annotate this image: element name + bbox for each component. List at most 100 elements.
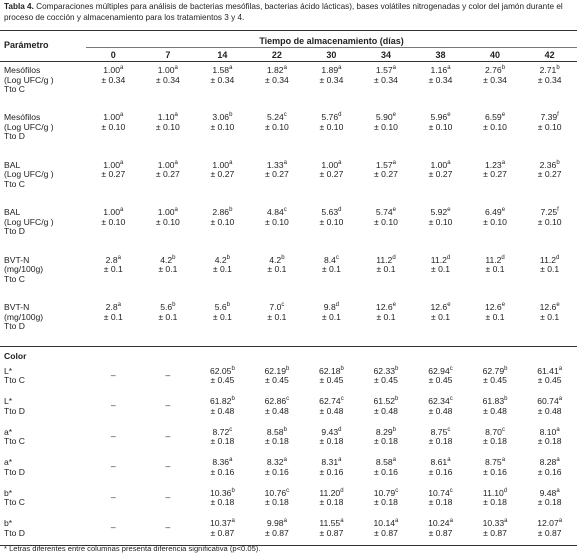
letter: a <box>556 487 560 494</box>
value-line: 62.74c <box>304 396 359 407</box>
letter: c <box>447 426 451 433</box>
value: 5.6 <box>160 302 173 312</box>
value: 1.23 <box>484 159 502 170</box>
letter: a <box>229 457 233 464</box>
value-line: 62.19b <box>250 366 305 377</box>
value-cell: 8.75a ± 0.16 <box>468 454 523 485</box>
param-line: Mesófilos <box>4 65 41 75</box>
value-line: 62.33b <box>359 365 414 377</box>
param-line: BAL <box>4 207 21 217</box>
value-cell: 12.07a ± 0.87 <box>522 515 577 546</box>
value-line: 12.6e <box>522 302 577 313</box>
sd: ± 0.10 <box>210 216 235 227</box>
value: 62.18 <box>319 365 341 376</box>
letter: c <box>501 426 505 433</box>
letter: a <box>174 65 178 72</box>
value-line: 8.72c <box>195 426 250 438</box>
letter: c <box>449 396 453 403</box>
value-cell: 10.74c ± 0.18 <box>413 485 468 516</box>
param-line: (mg/100g) <box>4 264 44 275</box>
letter: c <box>283 207 287 214</box>
value-cell: 1.58a ± 0.34 <box>195 62 250 110</box>
sd: ± 0.45 <box>483 375 507 386</box>
param-line: (Log UFC/g ) <box>4 216 54 227</box>
sd: ± 0.10 <box>155 121 180 132</box>
value-line: 10.24a <box>413 518 468 529</box>
value-line: 5.6b <box>195 302 250 313</box>
empty-mark: – <box>165 461 171 471</box>
value: 2.86 <box>212 207 230 217</box>
value-line: 62.79b <box>468 366 523 377</box>
caption: Tabla 4. Comparaciones múltiples para an… <box>0 0 577 30</box>
value-line: 3.06b <box>195 112 250 123</box>
letter: a <box>120 65 124 72</box>
sd: ± 0.1 <box>321 311 341 322</box>
value: 1.00 <box>157 65 175 75</box>
data-row: BAL (Log UFC/g ) Tto D 1.00a ± 0.10 1.00a ± 0.… <box>0 204 577 252</box>
value-cell: 12.6e ± 0.1 <box>467 299 523 347</box>
value-cell: 1.10a ± 0.10 <box>141 109 196 157</box>
value-cell: 11.20d ± 0.18 <box>304 485 359 516</box>
value-cell: 11.2d ± 0.1 <box>522 252 577 300</box>
value-cell: 8.36a ± 0.16 <box>195 454 250 485</box>
value-line: 8.32a <box>250 457 305 468</box>
table-body: Mesófilos (Log UFC/g ) Tto C 1.00a ± 0.34 1.0… <box>0 62 577 546</box>
sd: ± 0.45 <box>264 375 289 386</box>
value-cell: 10.37a ± 0.87 <box>195 515 250 546</box>
day-header: 34 <box>358 47 414 62</box>
letter: d <box>503 487 508 494</box>
letter: c <box>449 487 453 494</box>
letter: a <box>392 159 396 166</box>
sd: ± 0.48 <box>264 405 289 416</box>
sd: ± 0.45 <box>428 375 453 386</box>
letter: a <box>338 65 342 72</box>
value-cell: – <box>86 393 141 424</box>
letter: b <box>172 302 176 309</box>
letter: c <box>229 426 233 433</box>
value-line: 1.23a <box>468 159 523 171</box>
value-line: 2.8a <box>86 255 141 266</box>
value-cell: 10.24a ± 0.87 <box>413 515 468 546</box>
letter: a <box>338 159 342 166</box>
letter: b <box>231 365 235 372</box>
caption-text: Comparaciones múltiples para análisis de… <box>4 2 563 22</box>
value-line: 62.05b <box>195 365 250 377</box>
sd: ± 0.18 <box>319 497 344 508</box>
value: 9.98 <box>266 518 284 528</box>
value-cell: 11.55a ± 0.87 <box>304 515 359 546</box>
sd: ± 0.87 <box>537 527 562 538</box>
value: 1.00 <box>157 207 175 217</box>
letter: a <box>556 426 560 433</box>
value: 1.00 <box>321 159 339 170</box>
value-line: 11.20d <box>304 488 359 499</box>
value-line: 1.58a <box>195 65 250 76</box>
letter: d <box>392 254 396 261</box>
value-line: 6.59e <box>468 112 523 123</box>
param-cell: BVT-N (mg/100g) Tto C <box>0 252 86 300</box>
letter: d <box>556 254 560 261</box>
caption-label: Tabla 4. <box>4 2 34 11</box>
letter: c <box>449 365 453 372</box>
sd: ± 0.18 <box>483 497 507 508</box>
value: 10.33 <box>482 518 505 528</box>
value-line: 10.14a <box>359 518 414 529</box>
value: 1.00 <box>157 159 175 170</box>
value: 62.33 <box>373 365 396 376</box>
sd: ± 0.1 <box>376 264 396 275</box>
value-line: 10.79c <box>359 488 414 499</box>
sd: ± 0.1 <box>321 264 341 275</box>
value-line: 8.28a <box>522 457 577 468</box>
value: 6.59 <box>484 112 502 122</box>
value-cell: 62.05b ± 0.45 <box>195 363 250 394</box>
value-cell: 8.32a ± 0.16 <box>250 454 305 485</box>
sd: ± 0.34 <box>101 74 126 85</box>
value-line: 1.89a <box>304 65 359 76</box>
letter: d <box>501 254 505 261</box>
value-cell: 1.00a ± 0.27 <box>141 157 196 205</box>
value-cell: 1.82a ± 0.34 <box>250 62 305 110</box>
value: 12.6 <box>375 302 393 312</box>
param-cell: a* Tto C <box>0 424 86 455</box>
letter: a <box>283 518 287 525</box>
empty-mark: – <box>110 430 116 441</box>
